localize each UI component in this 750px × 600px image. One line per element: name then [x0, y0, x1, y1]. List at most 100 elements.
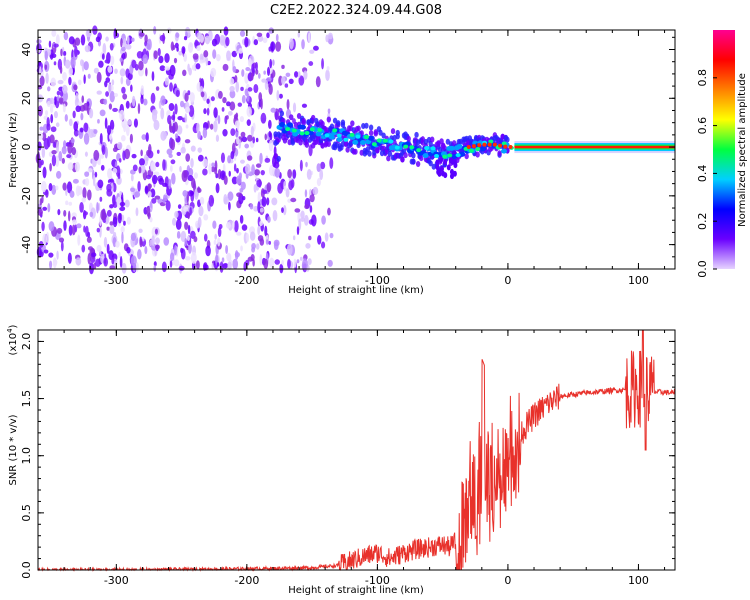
heatmap-signal-cell [364, 122, 369, 129]
heatmap-noise-cell [236, 231, 242, 236]
heatmap-noise-cell [218, 223, 223, 230]
heatmap-noise-cell [89, 211, 94, 218]
heatmap-signal-cell [386, 155, 391, 162]
heatmap-noise-cell [223, 175, 228, 185]
heatmap-noise-cell [141, 236, 145, 242]
heatmap-noise-cell [109, 42, 114, 51]
heatmap-noise-cell [268, 119, 272, 130]
heatmap-noise-cell [121, 214, 125, 223]
heatmap-noise-cell [157, 48, 161, 57]
heatmap-signal-cell [503, 144, 508, 149]
heatmap-noise-cell [56, 227, 63, 234]
heatmap-noise-cell [176, 230, 181, 239]
heatmap-noise-cell [194, 41, 201, 47]
heatmap-noise-cell [62, 103, 66, 113]
heatmap-noise-cell [220, 39, 227, 44]
heatmap-noise-cell [250, 254, 255, 262]
heatmap-noise-cell [111, 257, 115, 265]
heatmap-noise-cell [300, 210, 305, 219]
heatmap-signal-cell [373, 129, 379, 136]
heatmap-signal-cell [447, 153, 453, 158]
heatmap-noise-cell [299, 159, 303, 172]
heatmap-noise-cell [251, 164, 255, 176]
heatmap-noise-cell [50, 77, 56, 87]
heatmap-signal-cell [328, 134, 335, 140]
colorbar [713, 30, 735, 269]
heatmap-noise-cell [255, 61, 258, 71]
heatmap-noise-cell [173, 57, 178, 64]
heatmap-noise-cell [63, 209, 67, 217]
heatmap-noise-cell [97, 179, 104, 189]
heatmap-signal-cell [299, 124, 306, 130]
heatmap-noise-cell [187, 63, 190, 72]
heatmap-signal-cell [279, 122, 286, 128]
heatmap-noise-cell [130, 187, 136, 193]
heatmap-noise-cell [182, 69, 187, 77]
heatmap-noise-cell [112, 216, 118, 228]
heatmap-noise-cell [183, 53, 187, 62]
heatmap-noise-cell [233, 163, 237, 172]
heatmap-noise-cell [187, 224, 191, 235]
heatmap-noise-cell [240, 131, 246, 138]
heatmap-noise-cell [168, 178, 172, 190]
heatmap-noise-cell [259, 254, 263, 266]
heatmap-noise-cell [259, 207, 264, 213]
heatmap-noise-cell [252, 136, 256, 144]
heatmap-noise-cell [86, 236, 92, 243]
heatmap-noise-cell [151, 197, 157, 204]
heatmap-noise-cell [197, 147, 202, 153]
heatmap-noise-cell [285, 72, 291, 77]
heatmap-signal-cell [420, 136, 426, 143]
bottom-plot-frame [37, 329, 676, 571]
heatmap-noise-cell [151, 174, 158, 185]
heatmap-signal-cell [367, 150, 372, 157]
heatmap-noise-cell [118, 251, 121, 259]
heatmap-noise-cell [51, 53, 57, 59]
heatmap-noise-cell [303, 70, 308, 80]
heatmap-noise-cell [235, 81, 240, 93]
heatmap-noise-cell [80, 112, 84, 121]
heatmap-noise-cell [105, 36, 109, 42]
y-tick-label: 2.0 [20, 333, 33, 351]
heatmap-noise-cell [144, 185, 149, 194]
heatmap-noise-cell [151, 71, 155, 82]
heatmap-noise-cell [42, 233, 47, 246]
heatmap-noise-cell [159, 65, 166, 72]
heatmap-noise-cell [184, 92, 189, 102]
heatmap-noise-cell [228, 170, 231, 177]
heatmap-noise-cell [240, 159, 245, 164]
heatmap-signal-cell [422, 153, 429, 159]
x-tick-label: -300 [104, 274, 129, 287]
y-tick-label: 40 [20, 43, 33, 57]
heatmap-signal-cell [492, 142, 497, 147]
heatmap-signal-cell [466, 145, 471, 150]
heatmap-noise-cell [299, 256, 303, 261]
heatmap-signal-cell [403, 144, 409, 149]
heatmap-noise-cell [184, 237, 188, 247]
heatmap-noise-cell [189, 207, 192, 216]
heatmap-noise-cell [175, 89, 180, 98]
heatmap-noise-cell [269, 58, 273, 69]
heatmap-signal-cell [435, 159, 440, 166]
heatmap-noise-cell [79, 202, 84, 213]
heatmap-noise-cell [72, 178, 79, 184]
heatmap-noise-cell [50, 113, 54, 124]
heatmap-noise-cell [292, 169, 297, 179]
heatmap-noise-cell [87, 168, 93, 173]
heatmap-noise-cell [202, 158, 208, 168]
heatmap-noise-cell [107, 83, 112, 94]
heatmap-signal-cell [273, 131, 278, 138]
heatmap-noise-cell [227, 261, 232, 271]
heatmap-noise-cell [106, 243, 110, 255]
heatmap-noise-cell [104, 59, 110, 64]
heatmap-noise-cell [198, 205, 204, 217]
heatmap-signal-layer [273, 110, 675, 180]
heatmap-noise-cell [93, 129, 98, 134]
heatmap-signal-cell [414, 131, 419, 138]
heatmap-noise-cell [39, 66, 42, 78]
heatmap-noise-cell [214, 233, 217, 240]
heatmap-noise-cell [56, 90, 61, 96]
heatmap-noise-cell [192, 53, 199, 60]
heatmap-noise-cell [93, 67, 99, 74]
heatmap-noise-cell [278, 93, 283, 99]
